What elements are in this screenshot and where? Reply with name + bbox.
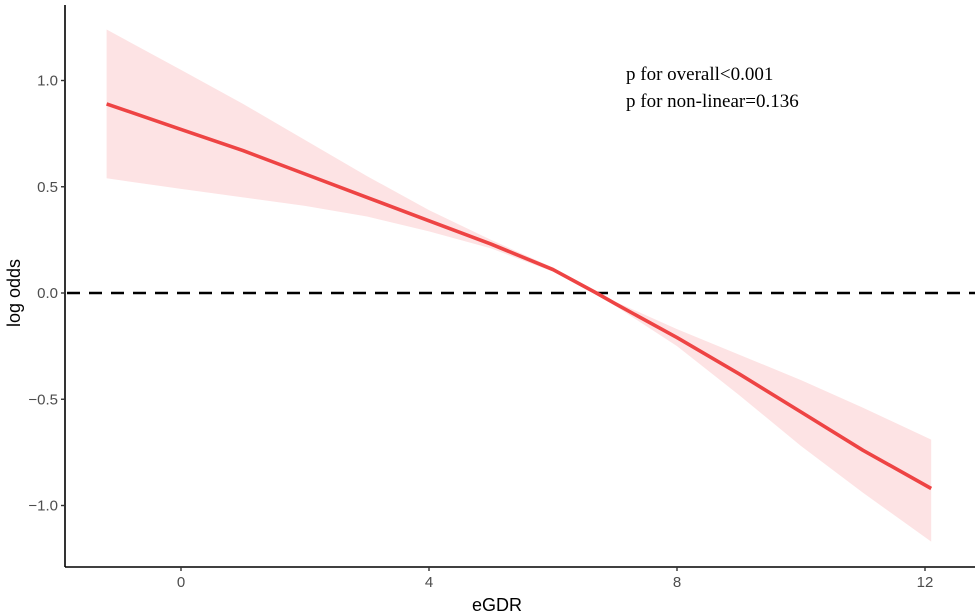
y-ticks: −1.0 −0.5 0.0 0.5 1.0 [28, 73, 65, 515]
annotations: p for overall<0.001 p for non-linear=0.1… [626, 64, 799, 112]
plot-area [67, 29, 975, 542]
y-axis-title: log odds [4, 259, 24, 327]
y-axis: −1.0 −0.5 0.0 0.5 1.0 [28, 5, 66, 567]
x-ticks: 0 4 8 12 [177, 567, 934, 591]
x-tick-label: 0 [177, 574, 185, 591]
x-tick-label: 12 [917, 574, 934, 591]
y-tick-label: 1.0 [37, 73, 58, 90]
x-axis: 0 4 8 12 [65, 566, 975, 591]
x-tick-label: 4 [425, 574, 433, 591]
x-axis-title: eGDR [472, 595, 522, 615]
y-tick-label: 0.0 [37, 285, 58, 302]
x-tick-label: 8 [673, 574, 681, 591]
y-tick-label: −0.5 [28, 391, 58, 408]
p-nonlinear-annotation: p for non-linear=0.136 [626, 91, 799, 112]
y-tick-label: 0.5 [37, 179, 58, 196]
y-tick-label: −1.0 [28, 498, 58, 515]
confidence-ribbon [106, 29, 932, 542]
p-overall-annotation: p for overall<0.001 [626, 64, 773, 85]
log-odds-curve [106, 102, 933, 491]
